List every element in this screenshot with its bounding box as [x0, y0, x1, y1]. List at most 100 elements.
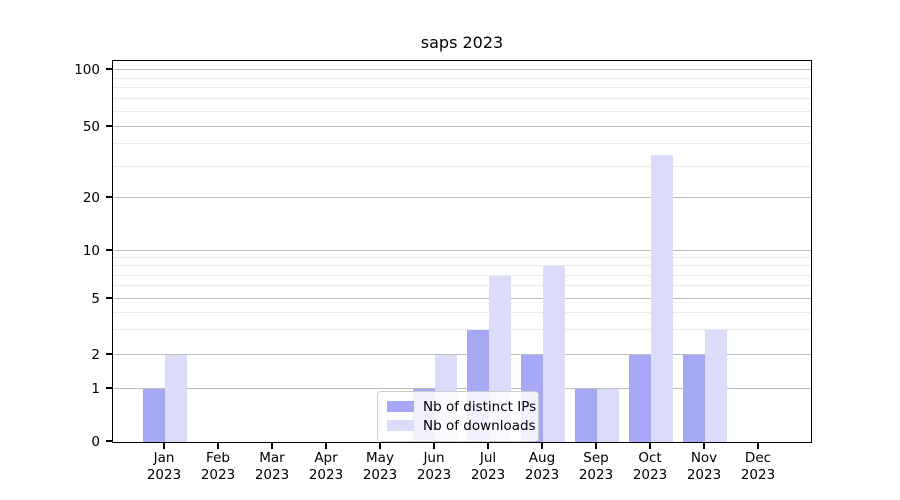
bar-downloads-jan	[165, 355, 187, 442]
gridline-minor-7	[113, 274, 811, 276]
y-tick-mark-20	[106, 196, 112, 198]
y-tick-label-20: 20	[82, 190, 100, 206]
gridline-major-2	[113, 354, 811, 356]
x-tick-label-apr: Apr 2023	[309, 450, 343, 484]
x-tick-mark-jun	[433, 442, 435, 449]
x-tick-mark-may	[379, 442, 381, 449]
x-tick-year-oct: 2023	[632, 467, 668, 483]
x-tick-month-jan: Jan	[153, 450, 175, 466]
x-tick-mark-sep	[595, 442, 597, 449]
x-tick-mark-oct	[649, 442, 651, 449]
legend-item-distinct-ips: Nb of distinct IPs	[387, 397, 536, 416]
x-tick-year-may: 2023	[362, 467, 398, 483]
y-tick-mark-10	[106, 249, 112, 251]
x-tick-year-apr: 2023	[308, 467, 344, 483]
x-tick-mark-apr	[325, 442, 327, 449]
x-tick-mark-dec	[757, 442, 759, 449]
x-tick-label-jul: Jul 2023	[471, 450, 505, 484]
x-tick-label-may: May 2023	[363, 450, 397, 484]
x-tick-month-jul: Jul	[479, 450, 497, 466]
y-tick-mark-0	[106, 440, 112, 442]
x-tick-mark-mar	[271, 442, 273, 449]
y-tick-mark-2	[106, 353, 112, 355]
y-tick-mark-1	[106, 387, 112, 389]
bar-downloads-aug	[543, 266, 565, 442]
gridline-major-1	[113, 388, 811, 390]
x-tick-month-feb: Feb	[206, 450, 230, 466]
gridline-minor-9	[113, 257, 811, 259]
legend-label-distinct-ips: Nb of distinct IPs	[423, 398, 537, 415]
gridline-minor-40	[113, 143, 811, 145]
x-tick-mark-jul	[487, 442, 489, 449]
bar-distinct-ips-oct	[629, 355, 651, 442]
bar-distinct-ips-nov	[683, 355, 705, 442]
x-tick-year-mar: 2023	[254, 467, 290, 483]
y-tick-label-1: 1	[91, 381, 100, 397]
gridline-minor-60	[113, 111, 811, 112]
plot-area: Nb of distinct IPs Nb of downloads	[112, 60, 812, 443]
legend-item-downloads: Nb of downloads	[387, 416, 536, 435]
x-tick-year-nov: 2023	[686, 467, 722, 483]
bar-downloads-nov	[705, 330, 727, 442]
x-tick-label-jan: Jan 2023	[147, 450, 181, 484]
x-tick-label-jun: Jun 2023	[417, 450, 451, 484]
x-tick-year-aug: 2023	[524, 467, 560, 483]
y-tick-label-50: 50	[82, 118, 100, 135]
chart-title: saps 2023	[420, 33, 504, 52]
gridline-minor-8	[113, 265, 811, 267]
gridline-minor-80	[113, 87, 811, 89]
y-tick-mark-100	[106, 68, 112, 70]
gridline-minor-30	[113, 165, 811, 167]
y-tick-label-5: 5	[91, 291, 100, 307]
grid-layer	[113, 61, 811, 442]
x-tick-mark-jan	[163, 442, 165, 449]
x-tick-month-nov: Nov	[690, 450, 718, 466]
x-tick-month-mar: Mar	[259, 450, 285, 466]
x-tick-label-mar: Mar 2023	[255, 450, 289, 484]
y-tick-label-0: 0	[91, 434, 100, 450]
bar-distinct-ips-jan	[143, 389, 165, 442]
legend-label-downloads: Nb of downloads	[423, 417, 536, 434]
x-tick-mark-nov	[703, 442, 705, 449]
x-tick-label-nov: Nov 2023	[687, 450, 721, 484]
bar-downloads-oct	[651, 154, 673, 442]
y-tick-label-10: 10	[82, 243, 100, 259]
x-tick-month-dec: Dec	[744, 450, 772, 466]
x-tick-label-feb: Feb 2023	[201, 450, 235, 484]
x-tick-mark-feb	[217, 442, 219, 449]
x-tick-year-jan: 2023	[146, 467, 182, 483]
gridline-minor-70	[113, 98, 811, 100]
x-tick-year-dec: 2023	[740, 467, 776, 483]
x-tick-label-sep: Sep 2023	[579, 450, 613, 484]
y-tick-label-100: 100	[74, 61, 100, 78]
x-tick-mark-aug	[541, 442, 543, 449]
x-tick-year-jun: 2023	[416, 467, 452, 483]
legend-swatch-downloads	[387, 420, 414, 431]
y-tick-mark-5	[106, 297, 112, 299]
legend: Nb of distinct IPs Nb of downloads	[377, 391, 539, 442]
gridline-major-5	[113, 298, 811, 300]
x-tick-year-jul: 2023	[470, 467, 506, 483]
x-tick-label-dec: Dec 2023	[741, 450, 775, 484]
y-tick-label-2: 2	[91, 347, 100, 364]
gridline-minor-3	[113, 329, 811, 331]
x-tick-month-sep: Sep	[583, 450, 609, 466]
x-tick-label-oct: Oct 2023	[633, 450, 667, 484]
x-tick-month-apr: Apr	[314, 450, 338, 466]
gridline-minor-4	[113, 311, 811, 313]
x-tick-label-aug: Aug 2023	[525, 450, 559, 484]
gridline-major-10	[113, 250, 811, 252]
gridline-minor-90	[113, 77, 811, 79]
x-tick-month-jun: Jun	[423, 450, 445, 466]
x-tick-year-feb: 2023	[200, 467, 236, 483]
legend-swatch-distinct-ips	[387, 401, 414, 412]
gridline-major-50	[113, 126, 811, 127]
gridline-major-100	[113, 69, 811, 70]
gridline-minor-6	[113, 285, 811, 287]
bar-distinct-ips-sep	[575, 389, 597, 442]
x-tick-month-oct: Oct	[638, 450, 662, 466]
y-tick-mark-50	[106, 125, 112, 127]
x-tick-month-may: May	[366, 450, 394, 466]
